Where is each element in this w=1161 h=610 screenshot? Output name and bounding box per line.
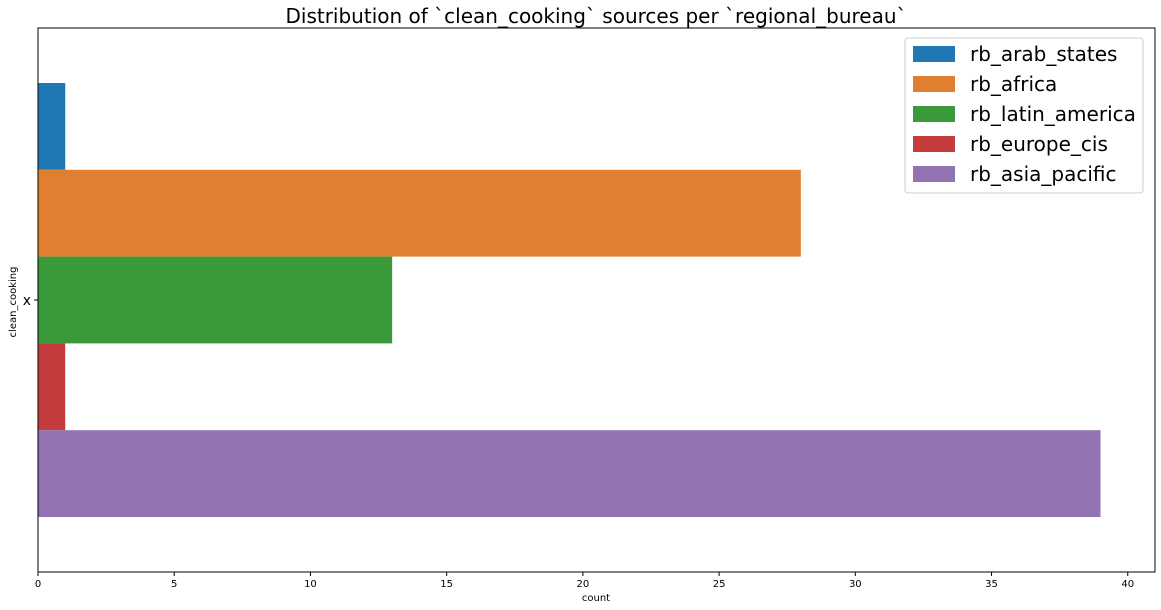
legend: rb_arab_states rb_africa rb_latin_americar…: [904, 37, 1144, 194]
legend-label-rb_arab_states: rb_arab_states: [970, 42, 1117, 66]
bar-rb_europe_cis: [38, 343, 66, 431]
legend-items: rb_arab_states rb_africa rb_latin_americar…: [913, 42, 1136, 186]
bar-rb_arab_states: [38, 83, 66, 170]
x-tick-label: 5: [171, 579, 177, 590]
legend-swatch-rb_europe_cis: [913, 136, 955, 152]
bar-rb_asia_pacific: [38, 430, 1101, 517]
x-axis-ticks: 0 5 10 15 20 25 30 35 40: [35, 572, 1134, 590]
legend-swatch-rb_africa: [913, 76, 955, 92]
y-tick-label: x: [23, 293, 31, 309]
y-axis-label: clean_cooking: [8, 267, 19, 338]
legend-label-rb_asia_pacific: rb_asia_pacific: [970, 162, 1117, 186]
legend-swatch-rb_asia_pacific: [913, 166, 955, 182]
x-tick-label: 0: [35, 579, 41, 590]
bars: [38, 83, 1101, 517]
x-axis-label: count: [582, 593, 610, 604]
bar-rb_africa: [38, 169, 801, 257]
x-tick-label: 10: [304, 579, 317, 590]
legend-swatch-rb_latin_america: [913, 106, 955, 122]
x-tick-label: 15: [440, 579, 453, 590]
legend-frame: [904, 37, 1144, 194]
chart-title: Distribution of `clean_cooking` sources …: [285, 4, 906, 28]
bar-rb_latin_america: [38, 256, 393, 344]
x-tick-label: 25: [713, 579, 726, 590]
legend-label-rb_africa: rb_africa: [970, 72, 1057, 96]
x-tick-label: 40: [1121, 579, 1134, 590]
legend-swatch-rb_arab_states: [913, 46, 955, 62]
x-tick-label: 35: [985, 579, 998, 590]
x-tick-label: 30: [849, 579, 862, 590]
legend-label-rb_latin_america: rb_latin_america: [970, 102, 1136, 126]
x-tick-label: 20: [577, 579, 590, 590]
y-axis-ticks: x: [23, 293, 38, 309]
legend-label-rb_europe_cis: rb_europe_cis: [970, 132, 1108, 156]
